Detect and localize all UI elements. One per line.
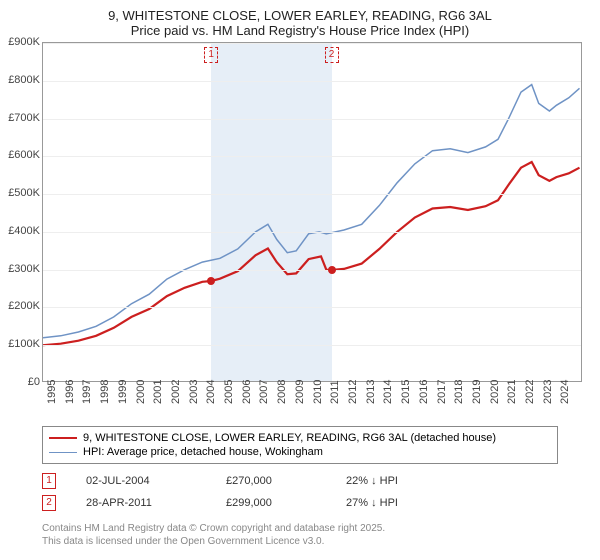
sales-row: 1 02-JUL-2004 £270,000 22% ↓ HPI <box>42 470 558 492</box>
y-axis-label: £800K <box>0 74 40 86</box>
x-axis-label: 1998 <box>99 380 111 404</box>
chart-subtitle: Price paid vs. HM Land Registry's House … <box>0 23 600 38</box>
x-axis-label: 2014 <box>382 380 394 404</box>
gridline <box>43 345 581 346</box>
x-axis-label: 2000 <box>135 380 147 404</box>
sale-date: 28-APR-2011 <box>86 497 196 509</box>
legend-row-price_paid: 9, WHITESTONE CLOSE, LOWER EARLEY, READI… <box>49 431 551 445</box>
x-axis-label: 2016 <box>418 380 430 404</box>
x-axis-label: 2023 <box>542 380 554 404</box>
chart-title-block: 9, WHITESTONE CLOSE, LOWER EARLEY, READI… <box>0 0 600 42</box>
sale-number-box: 2 <box>42 495 56 511</box>
y-axis-label: £400K <box>0 225 40 237</box>
legend: 9, WHITESTONE CLOSE, LOWER EARLEY, READI… <box>42 426 558 464</box>
x-axis-label: 2003 <box>188 380 200 404</box>
plot-area: 12 <box>42 42 582 382</box>
x-axis-label: 1997 <box>81 380 93 404</box>
sale-marker-label: 1 <box>204 47 218 63</box>
x-axis-label: 1996 <box>64 380 76 404</box>
gridline <box>43 156 581 157</box>
y-axis-label: £200K <box>0 300 40 312</box>
gridline <box>43 43 581 44</box>
sale-marker-label: 2 <box>325 47 339 63</box>
x-axis-label: 2006 <box>241 380 253 404</box>
attribution-line2: This data is licensed under the Open Gov… <box>42 535 558 548</box>
x-axis-label: 2001 <box>152 380 164 404</box>
sales-table: 1 02-JUL-2004 £270,000 22% ↓ HPI 2 28-APR-201… <box>42 470 558 514</box>
y-axis-label: £300K <box>0 263 40 275</box>
y-axis-label: £500K <box>0 187 40 199</box>
series-hpi <box>43 85 580 338</box>
x-axis-label: 2020 <box>489 380 501 404</box>
sale-vs-hpi: 27% ↓ HPI <box>346 497 398 509</box>
y-axis-label: £900K <box>0 36 40 48</box>
attribution: Contains HM Land Registry data © Crown c… <box>42 522 558 548</box>
sale-date: 02-JUL-2004 <box>86 475 196 487</box>
x-axis-label: 1999 <box>117 380 129 404</box>
x-axis-label: 2008 <box>276 380 288 404</box>
x-axis-label: 2024 <box>559 380 571 404</box>
gridline <box>43 307 581 308</box>
x-axis-label: 2004 <box>205 380 217 404</box>
gridline <box>43 81 581 82</box>
gridline <box>43 232 581 233</box>
sale-number-box: 1 <box>42 473 56 489</box>
x-axis-label: 2021 <box>506 380 518 404</box>
gridline <box>43 270 581 271</box>
sale-marker-dot <box>328 266 336 274</box>
x-axis-label: 2002 <box>170 380 182 404</box>
legend-label: 9, WHITESTONE CLOSE, LOWER EARLEY, READI… <box>83 432 496 444</box>
sale-price: £299,000 <box>226 497 316 509</box>
sale-price: £270,000 <box>226 475 316 487</box>
y-axis-label: £600K <box>0 149 40 161</box>
legend-label: HPI: Average price, detached house, Woki… <box>83 446 323 458</box>
legend-row-hpi: HPI: Average price, detached house, Woki… <box>49 445 551 459</box>
x-axis-label: 2019 <box>471 380 483 404</box>
chart-title: 9, WHITESTONE CLOSE, LOWER EARLEY, READI… <box>0 8 600 23</box>
x-axis-label: 2005 <box>223 380 235 404</box>
x-axis-label: 2009 <box>294 380 306 404</box>
x-axis-label: 2013 <box>365 380 377 404</box>
gridline <box>43 119 581 120</box>
attribution-line1: Contains HM Land Registry data © Crown c… <box>42 522 558 535</box>
series-price_paid <box>43 162 580 345</box>
x-axis-label: 2018 <box>453 380 465 404</box>
x-axis-label: 2015 <box>400 380 412 404</box>
legend-swatch <box>49 452 77 453</box>
y-axis-label: £100K <box>0 338 40 350</box>
sale-marker-dot <box>207 277 215 285</box>
gridline <box>43 194 581 195</box>
x-axis-label: 2022 <box>524 380 536 404</box>
x-axis-label: 1995 <box>46 380 58 404</box>
x-axis-label: 2011 <box>329 380 341 404</box>
legend-swatch <box>49 437 77 439</box>
line-series-svg <box>43 43 583 383</box>
x-axis-label: 2012 <box>347 380 359 404</box>
x-axis-label: 2007 <box>258 380 270 404</box>
sale-vs-hpi: 22% ↓ HPI <box>346 475 398 487</box>
sales-row: 2 28-APR-2011 £299,000 27% ↓ HPI <box>42 492 558 514</box>
x-axis-label: 2017 <box>436 380 448 404</box>
x-axis-label: 2010 <box>312 380 324 404</box>
chart-area: 12 £0£100K£200K£300K£400K£500K£600K£700K… <box>0 42 600 422</box>
y-axis-label: £0 <box>0 376 40 388</box>
y-axis-label: £700K <box>0 112 40 124</box>
